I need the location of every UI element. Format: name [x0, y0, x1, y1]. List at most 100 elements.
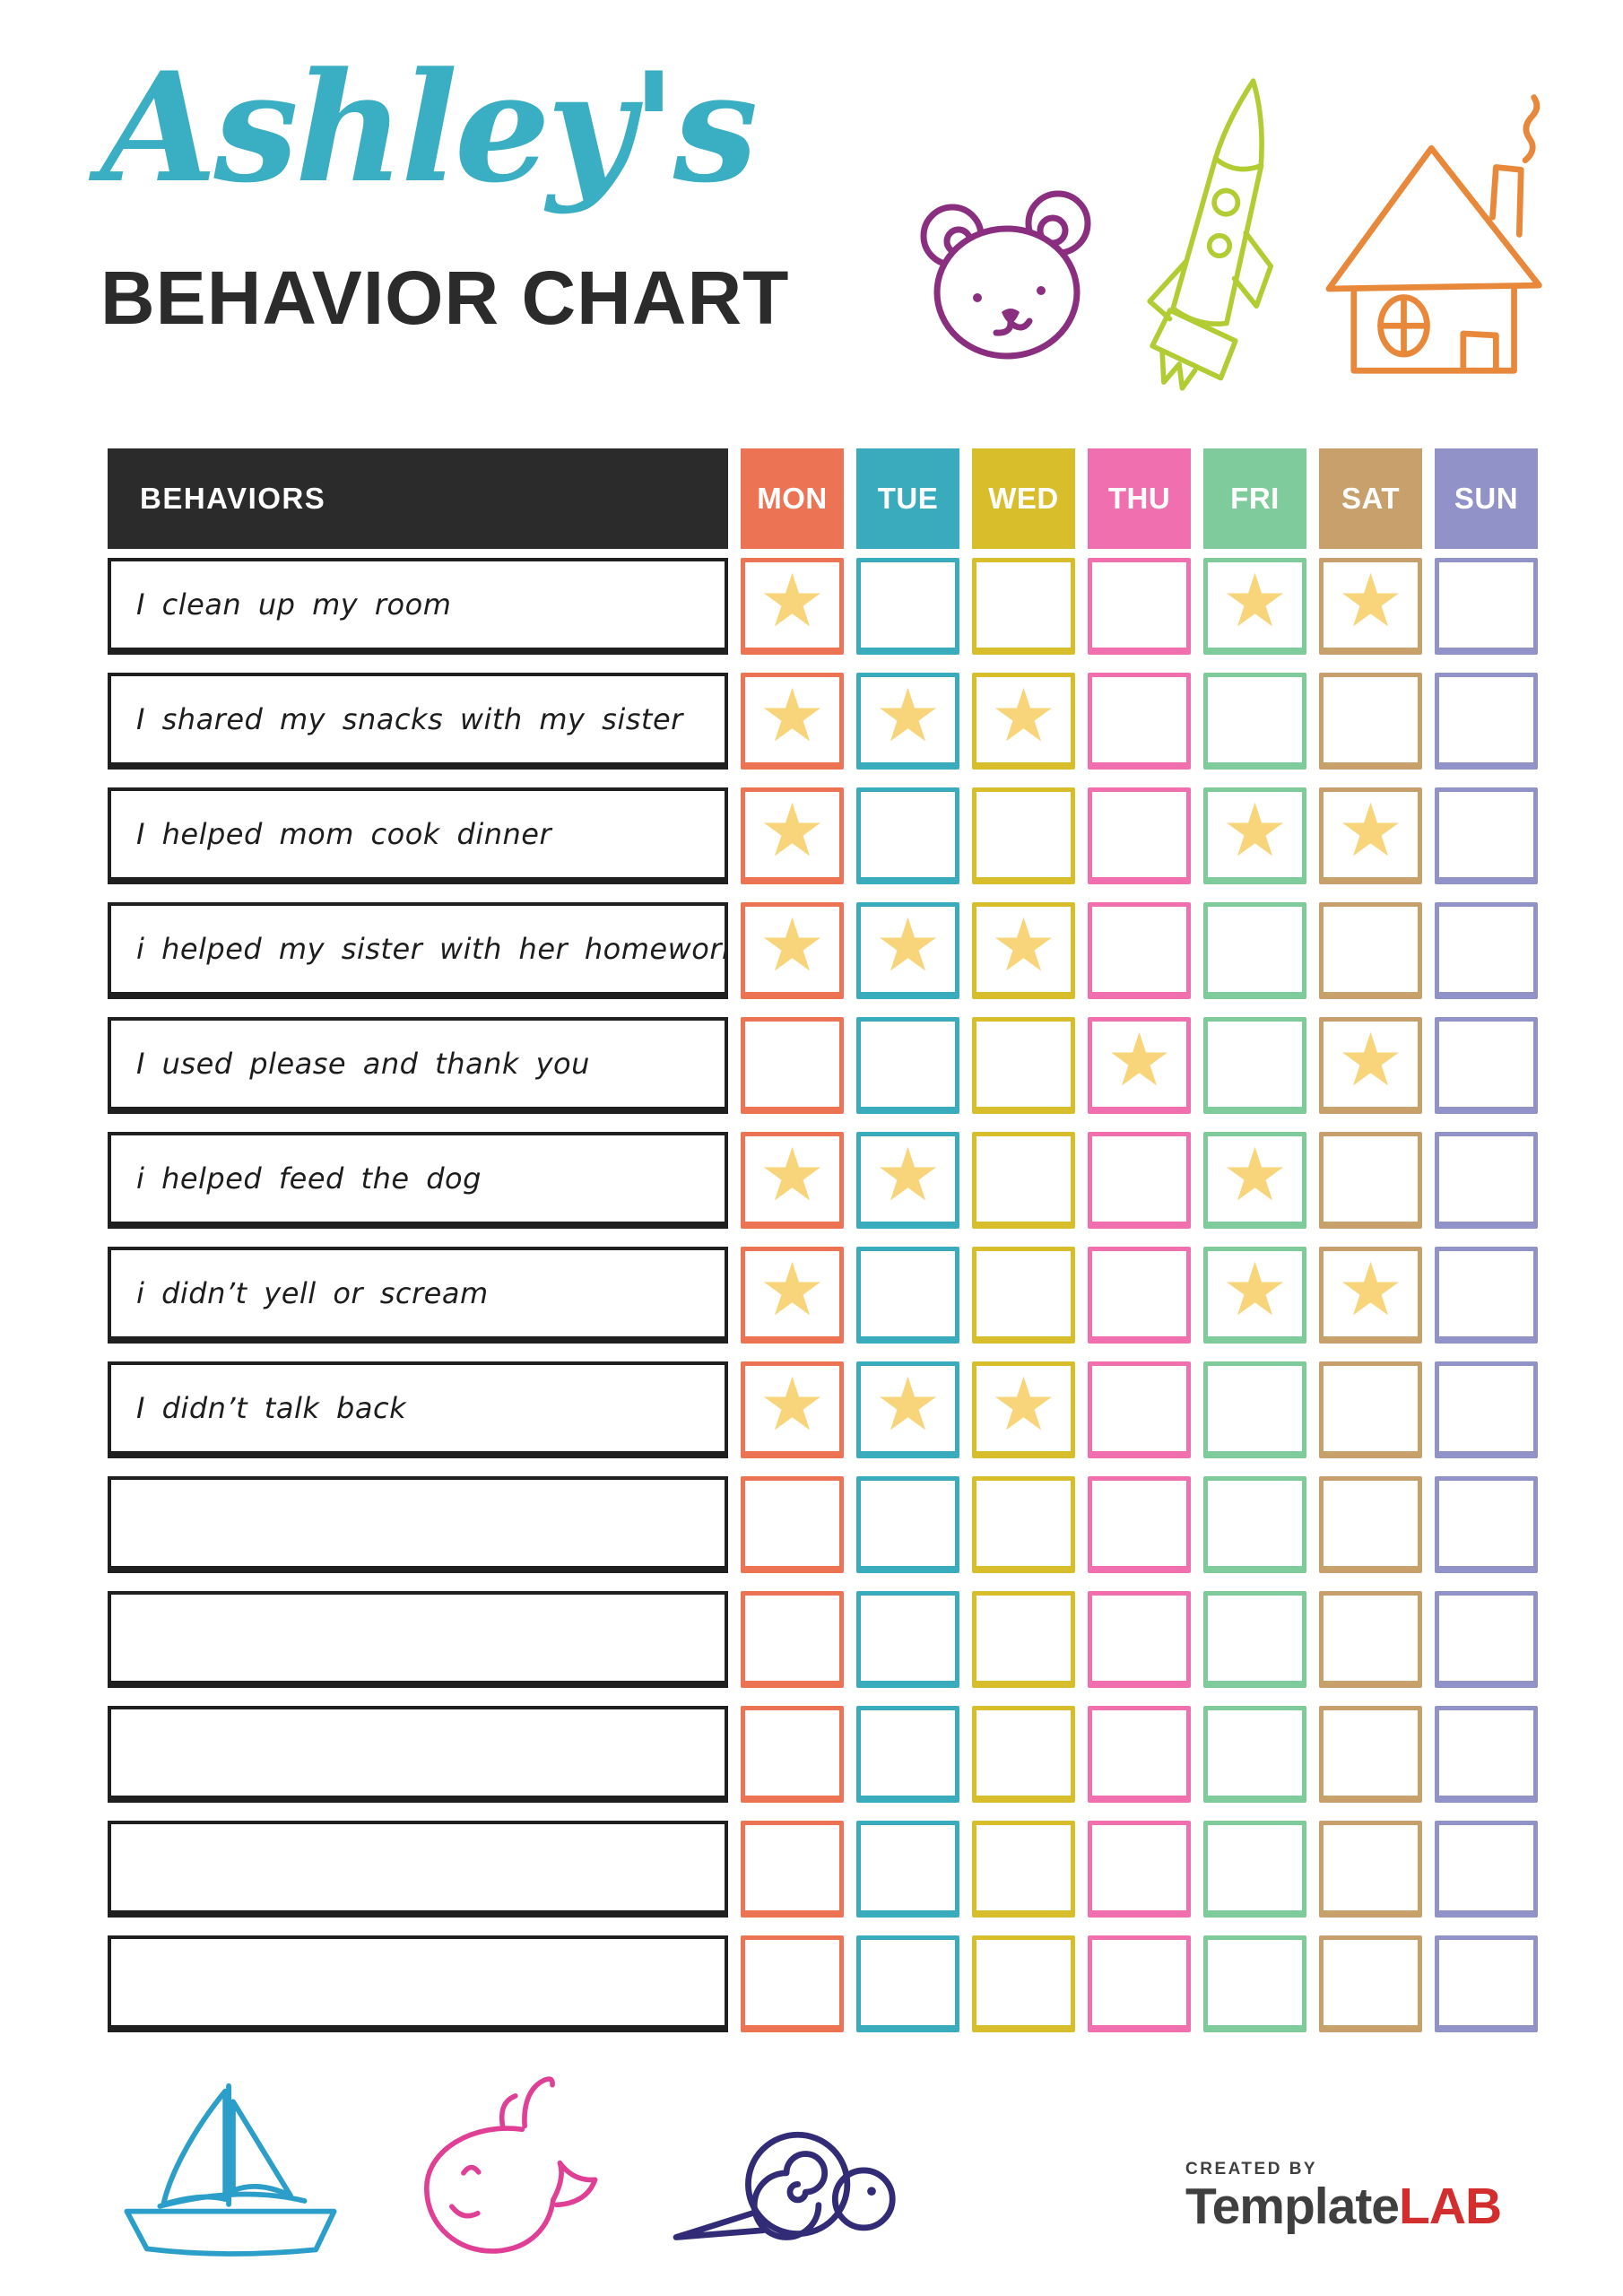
star-cell-fri[interactable] — [1203, 1017, 1306, 1114]
star-cell-sun[interactable] — [1435, 902, 1538, 999]
star-cell-fri[interactable]: ★ — [1203, 558, 1306, 655]
star-cell-sat[interactable]: ★ — [1319, 1247, 1422, 1344]
star-cell-tue[interactable] — [856, 1591, 959, 1688]
star-cell-mon[interactable]: ★ — [741, 673, 844, 770]
behavior-label — [108, 1821, 728, 1918]
star-cell-wed[interactable] — [972, 1706, 1075, 1803]
star-cell-wed[interactable] — [972, 1476, 1075, 1573]
star-cell-sat[interactable] — [1319, 673, 1422, 770]
star-cell-mon[interactable] — [741, 1591, 844, 1688]
bear-icon — [916, 184, 1105, 363]
star-cell-wed[interactable] — [972, 1591, 1075, 1688]
star-cell-tue[interactable] — [856, 1935, 959, 2032]
star-cell-sat[interactable] — [1319, 1821, 1422, 1918]
star-cell-tue[interactable] — [856, 1706, 959, 1803]
star-cell-fri[interactable] — [1203, 1935, 1306, 2032]
star-cell-sat[interactable]: ★ — [1319, 558, 1422, 655]
star-cell-thu[interactable] — [1088, 1132, 1191, 1229]
star-cell-thu[interactable] — [1088, 558, 1191, 655]
star-cell-fri[interactable] — [1203, 1821, 1306, 1918]
star-cell-tue[interactable] — [856, 1017, 959, 1114]
star-cell-mon[interactable] — [741, 1706, 844, 1803]
star-cell-fri[interactable] — [1203, 1591, 1306, 1688]
star-cell-sat[interactable] — [1319, 902, 1422, 999]
behavior-row — [108, 1821, 1538, 1918]
star-cell-sat[interactable] — [1319, 1706, 1422, 1803]
star-cell-sun[interactable] — [1435, 1706, 1538, 1803]
star-cell-fri[interactable] — [1203, 1361, 1306, 1458]
star-cell-fri[interactable] — [1203, 1476, 1306, 1573]
star-cell-wed[interactable] — [972, 1017, 1075, 1114]
star-cell-thu[interactable] — [1088, 1247, 1191, 1344]
star-cell-sat[interactable] — [1319, 1132, 1422, 1229]
star-cell-sat[interactable] — [1319, 1361, 1422, 1458]
star-cell-thu[interactable] — [1088, 673, 1191, 770]
star-cell-tue[interactable]: ★ — [856, 902, 959, 999]
star-cell-sun[interactable] — [1435, 1821, 1538, 1918]
star-cell-sat[interactable]: ★ — [1319, 787, 1422, 884]
star-cell-thu[interactable] — [1088, 787, 1191, 884]
star-cell-fri[interactable]: ★ — [1203, 787, 1306, 884]
star-icon: ★ — [759, 1363, 826, 1446]
star-cell-sun[interactable] — [1435, 1591, 1538, 1688]
star-cell-sun[interactable] — [1435, 1017, 1538, 1114]
star-cell-sat[interactable] — [1319, 1935, 1422, 2032]
star-cell-tue[interactable] — [856, 787, 959, 884]
star-cell-wed[interactable] — [972, 1821, 1075, 1918]
star-cell-wed[interactable]: ★ — [972, 673, 1075, 770]
star-cell-sat[interactable] — [1319, 1476, 1422, 1573]
star-cell-tue[interactable]: ★ — [856, 1132, 959, 1229]
star-cell-fri[interactable] — [1203, 1706, 1306, 1803]
star-cell-mon[interactable] — [741, 1476, 844, 1573]
star-cell-sun[interactable] — [1435, 673, 1538, 770]
star-cell-fri[interactable] — [1203, 673, 1306, 770]
star-cell-mon[interactable] — [741, 1821, 844, 1918]
star-cell-thu[interactable] — [1088, 1361, 1191, 1458]
star-cell-sun[interactable] — [1435, 1935, 1538, 2032]
star-cell-fri[interactable]: ★ — [1203, 1247, 1306, 1344]
star-cell-thu[interactable] — [1088, 1706, 1191, 1803]
behavior-label: I helped mom cook dinner — [108, 787, 728, 884]
star-cell-wed[interactable] — [972, 1935, 1075, 2032]
star-cell-mon[interactable]: ★ — [741, 902, 844, 999]
star-cell-sat[interactable] — [1319, 1591, 1422, 1688]
star-cell-mon[interactable]: ★ — [741, 1247, 844, 1344]
star-cell-thu[interactable] — [1088, 1591, 1191, 1688]
star-cell-sun[interactable] — [1435, 787, 1538, 884]
star-cell-tue[interactable]: ★ — [856, 673, 959, 770]
star-cell-wed[interactable]: ★ — [972, 902, 1075, 999]
behavior-label: i helped my sister with her homework — [108, 902, 728, 999]
star-cell-wed[interactable]: ★ — [972, 1361, 1075, 1458]
star-cell-tue[interactable]: ★ — [856, 1361, 959, 1458]
star-cell-thu[interactable]: ★ — [1088, 1017, 1191, 1114]
star-cell-tue[interactable] — [856, 558, 959, 655]
star-cell-sun[interactable] — [1435, 1476, 1538, 1573]
star-cell-mon[interactable]: ★ — [741, 558, 844, 655]
star-cell-wed[interactable] — [972, 1247, 1075, 1344]
star-cell-wed[interactable] — [972, 787, 1075, 884]
star-cell-sun[interactable] — [1435, 558, 1538, 655]
star-cell-thu[interactable] — [1088, 1821, 1191, 1918]
star-cell-wed[interactable] — [972, 558, 1075, 655]
star-cell-sun[interactable] — [1435, 1132, 1538, 1229]
star-cell-sun[interactable] — [1435, 1247, 1538, 1344]
star-cell-thu[interactable] — [1088, 902, 1191, 999]
star-cell-tue[interactable] — [856, 1821, 959, 1918]
star-cell-sat[interactable]: ★ — [1319, 1017, 1422, 1114]
behavior-row — [108, 1706, 1538, 1803]
star-cell-fri[interactable] — [1203, 902, 1306, 999]
star-cell-mon[interactable] — [741, 1935, 844, 2032]
star-cell-mon[interactable]: ★ — [741, 1132, 844, 1229]
star-cell-tue[interactable] — [856, 1247, 959, 1344]
star-cell-mon[interactable]: ★ — [741, 787, 844, 884]
star-cell-thu[interactable] — [1088, 1476, 1191, 1573]
star-cell-thu[interactable] — [1088, 1935, 1191, 2032]
star-cell-tue[interactable] — [856, 1476, 959, 1573]
star-cell-sun[interactable] — [1435, 1361, 1538, 1458]
star-cell-fri[interactable]: ★ — [1203, 1132, 1306, 1229]
star-cell-mon[interactable]: ★ — [741, 1361, 844, 1458]
behavior-row: I didn’t talk back ★ ★ ★ — [108, 1361, 1538, 1458]
star-cell-wed[interactable] — [972, 1132, 1075, 1229]
star-cell-mon[interactable] — [741, 1017, 844, 1114]
